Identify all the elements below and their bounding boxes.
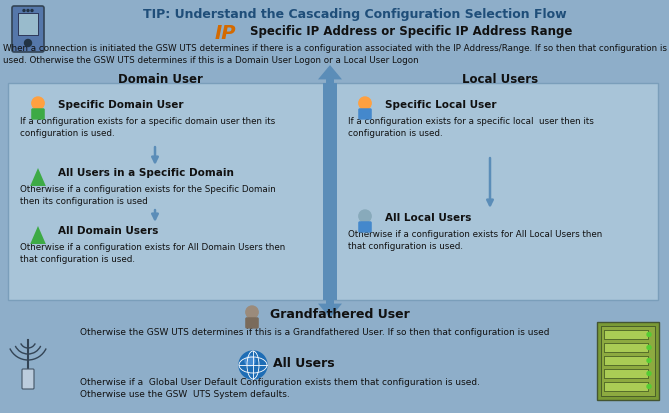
Polygon shape — [318, 65, 342, 79]
FancyBboxPatch shape — [604, 343, 648, 352]
FancyBboxPatch shape — [22, 369, 34, 389]
Text: Grandfathered User: Grandfathered User — [270, 308, 409, 321]
Text: Otherwise if a configuration exists for the Specific Domain
then its configurati: Otherwise if a configuration exists for … — [20, 185, 276, 206]
FancyBboxPatch shape — [12, 6, 44, 52]
Circle shape — [25, 40, 31, 47]
Circle shape — [245, 356, 255, 366]
Circle shape — [27, 9, 29, 12]
Circle shape — [239, 351, 267, 379]
FancyBboxPatch shape — [604, 382, 648, 391]
FancyBboxPatch shape — [331, 83, 658, 300]
Text: Otherwise the GSW UTS determines if this is a Grandfathered User. If so then tha: Otherwise the GSW UTS determines if this… — [80, 328, 549, 337]
Circle shape — [647, 358, 651, 363]
Text: TIP: Understand the Cascading Configuration Selection Flow: TIP: Understand the Cascading Configurat… — [142, 8, 567, 21]
FancyBboxPatch shape — [604, 356, 648, 365]
Text: Local Users: Local Users — [462, 73, 538, 86]
Text: If a configuration exists for a specific domain user then its
configuration is u: If a configuration exists for a specific… — [20, 117, 275, 138]
Text: Otherwise if a configuration exists for All Local Users then
that configuration : Otherwise if a configuration exists for … — [348, 230, 602, 251]
FancyBboxPatch shape — [8, 83, 329, 300]
Text: Specific Local User: Specific Local User — [385, 100, 496, 110]
Text: All Domain Users: All Domain Users — [58, 226, 159, 236]
Circle shape — [647, 385, 651, 389]
FancyBboxPatch shape — [601, 326, 655, 396]
FancyBboxPatch shape — [358, 221, 372, 233]
Text: All Users: All Users — [273, 357, 334, 370]
Text: If a configuration exists for a specific local  user then its
configuration is u: If a configuration exists for a specific… — [348, 117, 594, 138]
Polygon shape — [30, 168, 45, 186]
FancyBboxPatch shape — [358, 108, 372, 120]
Text: All Local Users: All Local Users — [385, 213, 472, 223]
Circle shape — [647, 332, 651, 337]
FancyBboxPatch shape — [323, 83, 337, 300]
Circle shape — [359, 97, 371, 109]
Polygon shape — [318, 304, 342, 318]
Text: Otherwise if a  Global User Default Configuration exists them that configuration: Otherwise if a Global User Default Confi… — [80, 378, 480, 399]
Circle shape — [647, 346, 651, 349]
Circle shape — [23, 9, 25, 12]
Text: All Users in a Specific Domain: All Users in a Specific Domain — [58, 168, 234, 178]
Text: IP: IP — [214, 24, 235, 43]
FancyBboxPatch shape — [246, 317, 259, 329]
FancyBboxPatch shape — [326, 300, 334, 304]
Circle shape — [32, 97, 44, 109]
Circle shape — [246, 306, 258, 318]
FancyBboxPatch shape — [604, 369, 648, 378]
FancyBboxPatch shape — [18, 13, 38, 35]
FancyBboxPatch shape — [604, 330, 648, 339]
Text: Specific Domain User: Specific Domain User — [58, 100, 183, 110]
Circle shape — [647, 372, 651, 375]
FancyBboxPatch shape — [31, 108, 45, 120]
Circle shape — [31, 9, 33, 12]
FancyBboxPatch shape — [326, 79, 334, 85]
Text: Otherwise if a configuration exists for All Domain Users then
that configuration: Otherwise if a configuration exists for … — [20, 243, 285, 264]
Polygon shape — [30, 226, 45, 244]
FancyBboxPatch shape — [597, 322, 659, 400]
Circle shape — [359, 210, 371, 222]
Text: Specific IP Address or Specific IP Address Range: Specific IP Address or Specific IP Addre… — [250, 25, 573, 38]
Text: Domain User: Domain User — [118, 73, 203, 86]
Text: When a connection is initiated the GSW UTS determines if there is a configuratio: When a connection is initiated the GSW U… — [3, 44, 667, 65]
